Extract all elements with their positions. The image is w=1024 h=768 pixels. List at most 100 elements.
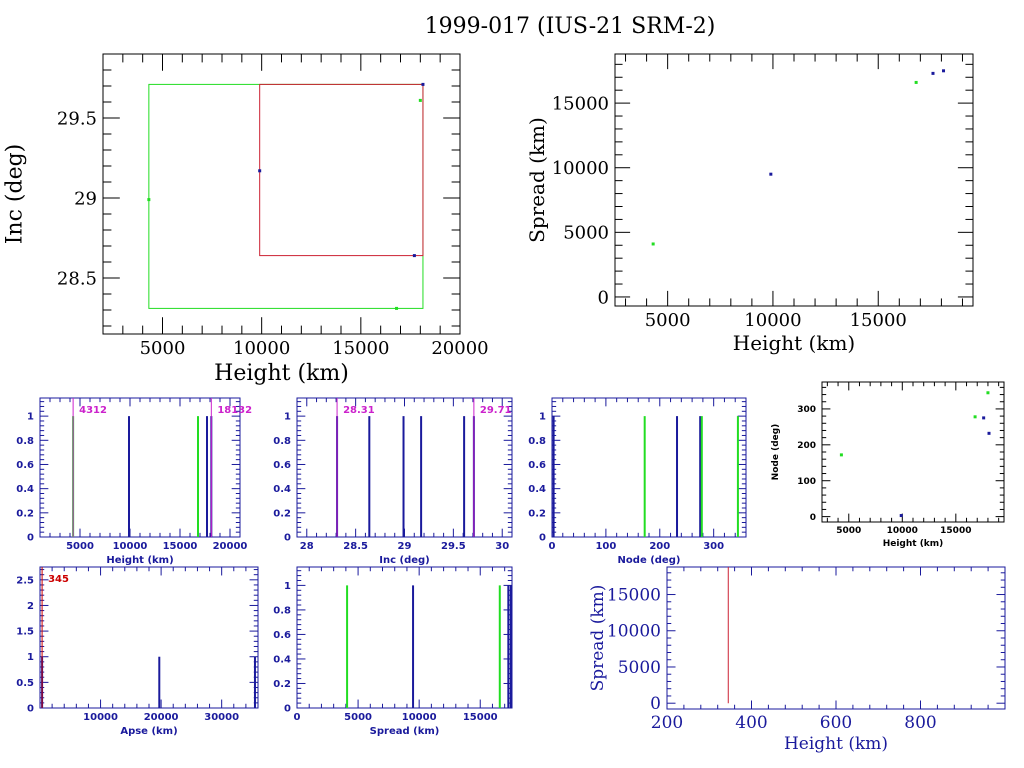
plot-frame	[551, 397, 747, 538]
y-tick-label: 10000	[607, 622, 661, 642]
x-tick-label: 30	[495, 541, 509, 552]
y-tick-label: 0.4	[16, 484, 34, 495]
y-tick-label: 29	[74, 188, 97, 209]
plot-frame	[39, 566, 259, 709]
y-tick-label: 0	[810, 513, 816, 523]
x-tick-label: 20000	[144, 712, 179, 723]
x-tick-label: 30000	[204, 712, 239, 723]
range-marker-label: 29.71	[480, 405, 512, 416]
y-tick-label: 0.8	[16, 436, 34, 447]
x-tick-label: 200	[651, 713, 683, 733]
x-tick-label: 15000	[332, 338, 389, 359]
y-tick-label: 0.2	[273, 679, 291, 690]
data-point	[839, 453, 843, 457]
range-marker-label: 18132	[217, 405, 252, 416]
x-tick-label: 15000	[163, 541, 198, 552]
data-point	[986, 391, 990, 395]
y-tick-label: 0.4	[273, 654, 291, 665]
x-tick-label: 15000	[463, 712, 498, 723]
data-point	[987, 431, 991, 435]
x-tick-label: 100	[595, 541, 616, 552]
y-tick-label: 0.6	[16, 460, 34, 471]
y-tick-label: 0.6	[273, 630, 291, 641]
x-tick-label: 5000	[344, 712, 372, 723]
data-point	[973, 415, 977, 419]
x-axis-label: Height (km)	[733, 331, 855, 355]
data-point	[982, 416, 986, 420]
x-axis-label: Height (km)	[106, 555, 173, 566]
chart-hist_height: 5000 10000 15000 20000 0 0.2 0.4 0.6 0.8 1 Height …	[16, 397, 252, 566]
y-tick-label: 300	[797, 405, 816, 415]
x-axis-label: Height (km)	[214, 361, 349, 386]
y-tick-label: 0.4	[273, 484, 291, 495]
x-tick-label: 10000	[113, 541, 148, 552]
x-tick-label: 0	[294, 712, 301, 723]
y-tick-label: 1.5	[16, 627, 34, 638]
y-tick-label: 0.6	[273, 460, 291, 471]
x-axis-label: Height (km)	[883, 539, 944, 549]
chart-spread_height_low: 200 400 600 800 0 5000 10000 15000 Height (km) Sp…	[588, 566, 1006, 754]
x-tick-label: 15000	[850, 310, 907, 331]
x-tick-label: 5000	[140, 338, 186, 359]
plot-frame	[666, 566, 1006, 710]
x-tick-label: 10000	[887, 526, 918, 536]
y-tick-label: 28.5	[57, 268, 97, 289]
page-title: 1999-017 (IUS-21 SRM-2)	[424, 14, 716, 39]
y-tick-label: 0.6	[528, 460, 546, 471]
y-tick-label: 15000	[552, 93, 609, 114]
y-axis-label: Node (deg)	[771, 424, 781, 481]
data-point	[147, 198, 151, 202]
y-tick-label: 0.8	[273, 605, 291, 616]
x-tick-label: 10000	[402, 712, 437, 723]
x-tick-label: 15000	[940, 526, 971, 536]
range-marker-label: 345	[48, 574, 69, 585]
y-tick-label: 0.8	[273, 436, 291, 447]
y-tick-label: 100	[797, 477, 816, 487]
range-marker-label: 28.31	[343, 405, 375, 416]
x-axis-label: Node (deg)	[618, 555, 681, 566]
y-tick-label: 0	[598, 287, 609, 308]
x-tick-label: 5000	[66, 541, 94, 552]
y-tick-label: 0.2	[528, 508, 546, 519]
x-tick-label: 28	[300, 541, 314, 552]
y-tick-label: 1	[284, 581, 291, 592]
x-tick-label: 800	[904, 713, 936, 733]
y-tick-label: 1	[27, 412, 34, 423]
y-tick-label: 0	[284, 533, 291, 544]
x-tick-label: 10000	[744, 310, 801, 331]
y-tick-label: 0	[650, 694, 661, 714]
x-tick-label: 0	[549, 541, 556, 552]
x-tick-label: 600	[820, 713, 852, 733]
y-tick-label: 0.2	[273, 508, 291, 519]
x-tick-label: 200	[649, 541, 670, 552]
plot-frame	[614, 53, 974, 307]
chart-hist_inc: 28 28.5 29 29.5 30 0 0.2 0.4 0.6 0.8 1 Inc (deg) 28.…	[273, 397, 513, 566]
x-tick-label: 29.5	[441, 541, 466, 552]
y-tick-label: 200	[797, 441, 816, 451]
y-tick-label: 1	[284, 412, 291, 423]
data-point	[395, 306, 399, 310]
chart-node_height: 5000 10000 15000 0 100 200 300 Height (km) Node …	[771, 381, 1005, 549]
data-point	[899, 514, 903, 518]
range-marker-label: 4312	[79, 405, 107, 416]
x-tick-label: 20000	[213, 541, 248, 552]
x-axis-label: Spread (km)	[370, 726, 440, 737]
chart-hist_spread: 0 5000 10000 15000 0 0.2 0.4 0.6 0.8 1 Spread (km)	[273, 566, 513, 737]
plot-frame	[102, 53, 461, 335]
data-point	[931, 71, 935, 75]
y-axis-label: Spread (km)	[525, 117, 549, 243]
y-tick-label: 0.2	[16, 508, 34, 519]
y-tick-label: 0	[539, 533, 546, 544]
y-axis-label: Inc (deg)	[3, 144, 28, 245]
data-point	[651, 242, 655, 246]
chart-hist_apse: 10000 20000 30000 0 0.5 1 1.5 2 2.5 Apse (km) 345	[16, 566, 259, 737]
x-tick-label: 300	[703, 541, 724, 552]
y-tick-label: 15000	[607, 585, 661, 605]
y-tick-label: 10000	[552, 158, 609, 179]
y-tick-label: 0	[27, 533, 34, 544]
y-tick-label: 0.8	[528, 436, 546, 447]
data-point	[412, 254, 416, 258]
y-tick-label: 0.4	[528, 484, 546, 495]
y-tick-label: 1	[539, 412, 546, 423]
